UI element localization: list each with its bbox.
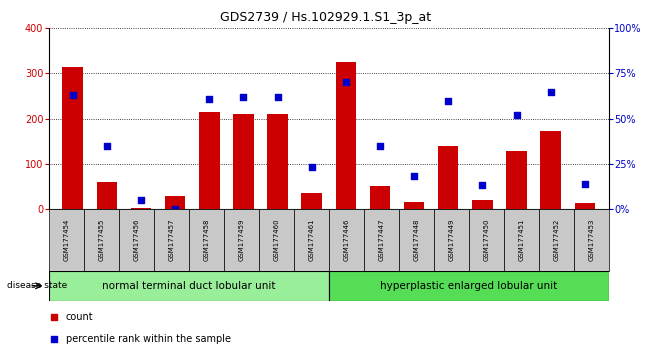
Text: GSM177454: GSM177454 [63, 219, 69, 261]
Text: GSM177458: GSM177458 [203, 218, 209, 261]
Bar [335, 62, 356, 209]
Text: GSM177450: GSM177450 [483, 218, 489, 261]
Text: GSM177457: GSM177457 [169, 218, 174, 261]
Point [136, 197, 146, 202]
Bar [154, 209, 189, 271]
Point [102, 143, 112, 149]
Bar [268, 114, 288, 209]
Bar [189, 209, 224, 271]
Bar [258, 209, 294, 271]
Bar [329, 271, 609, 301]
Text: hyperplastic enlarged lobular unit: hyperplastic enlarged lobular unit [380, 281, 557, 291]
Text: GSM177461: GSM177461 [309, 218, 314, 261]
Text: GSM177460: GSM177460 [273, 218, 279, 261]
Text: GSM177451: GSM177451 [518, 218, 524, 261]
Bar [540, 131, 561, 209]
Point [579, 181, 590, 187]
Bar [301, 193, 322, 209]
Bar [404, 202, 424, 209]
Point [443, 98, 454, 103]
Bar [49, 209, 84, 271]
Point [49, 314, 60, 320]
Point [307, 165, 317, 170]
Bar [504, 209, 539, 271]
Point [340, 80, 351, 85]
Bar [233, 114, 254, 209]
Bar [294, 209, 329, 271]
Bar [199, 112, 219, 209]
Text: percentile rank within the sample: percentile rank within the sample [66, 334, 230, 344]
Point [204, 96, 214, 102]
Text: normal terminal duct lobular unit: normal terminal duct lobular unit [102, 281, 275, 291]
Bar [434, 209, 469, 271]
Text: GSM177453: GSM177453 [589, 218, 594, 261]
Text: GSM177455: GSM177455 [98, 219, 104, 261]
Bar [506, 151, 527, 209]
Text: count: count [66, 312, 93, 322]
Bar [224, 209, 258, 271]
Bar [398, 209, 434, 271]
Point [546, 89, 556, 95]
Bar [370, 186, 390, 209]
Bar [575, 204, 595, 209]
Text: GSM177448: GSM177448 [413, 218, 419, 261]
Point [170, 206, 180, 212]
Bar [364, 209, 398, 271]
Bar [472, 200, 493, 209]
Text: disease state: disease state [7, 281, 67, 290]
Point [375, 143, 385, 149]
Text: GSM177446: GSM177446 [343, 218, 349, 261]
Text: GSM177459: GSM177459 [238, 218, 244, 261]
Bar [574, 209, 609, 271]
Text: GSM177447: GSM177447 [378, 218, 384, 261]
Point [511, 112, 521, 118]
Bar [438, 146, 458, 209]
Bar [118, 209, 154, 271]
Bar [96, 182, 117, 209]
Point [68, 92, 78, 98]
Bar [165, 196, 186, 209]
Bar [62, 67, 83, 209]
Bar [131, 207, 151, 209]
Point [49, 336, 60, 342]
Text: GSM177452: GSM177452 [553, 219, 559, 261]
Bar [469, 209, 504, 271]
Point [238, 94, 249, 100]
Bar [329, 209, 364, 271]
Point [409, 173, 419, 179]
Bar [539, 209, 574, 271]
Text: GSM177456: GSM177456 [133, 218, 139, 261]
Point [477, 183, 488, 188]
Bar [84, 209, 118, 271]
Bar [49, 271, 329, 301]
Text: GDS2739 / Hs.102929.1.S1_3p_at: GDS2739 / Hs.102929.1.S1_3p_at [220, 11, 431, 24]
Text: GSM177449: GSM177449 [449, 218, 454, 261]
Point [272, 94, 283, 100]
